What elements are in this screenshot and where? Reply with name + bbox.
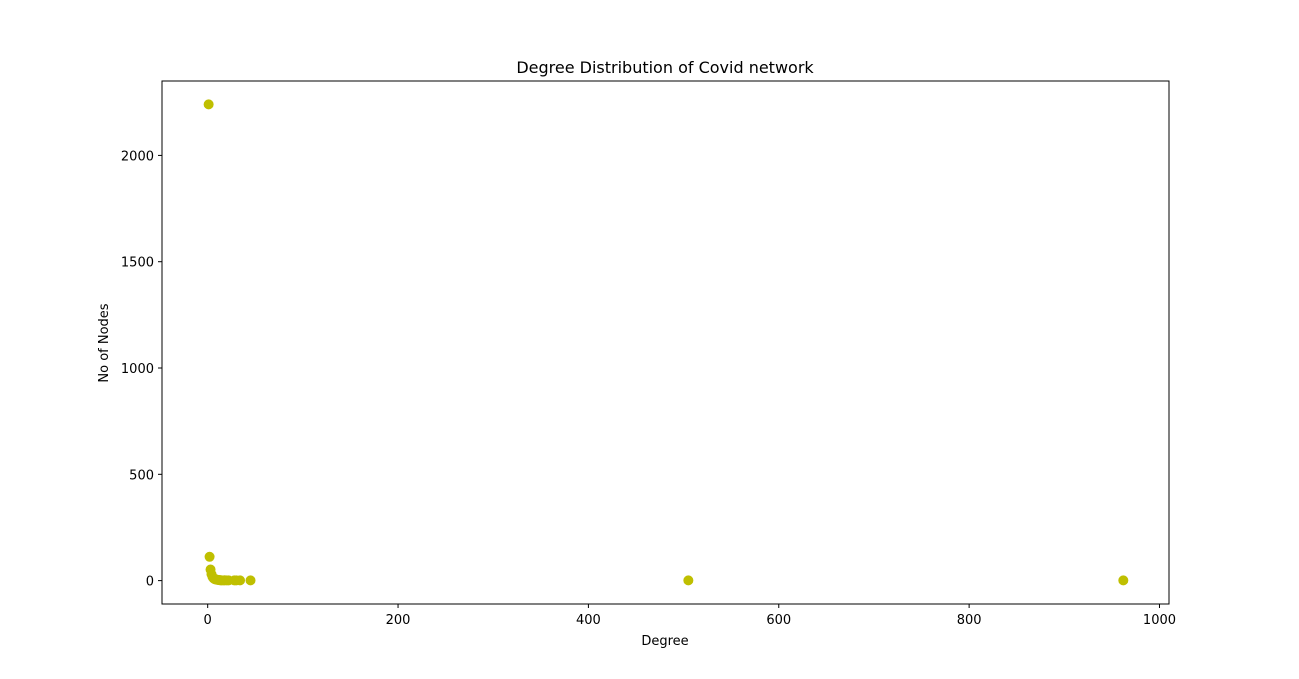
plot-frame	[161, 80, 1170, 605]
y-axis: 0 500 1000 1500 2000	[121, 149, 162, 590]
y-tick-label: 0	[146, 575, 154, 590]
x-tick-label: 600	[766, 613, 791, 628]
scatter-point	[204, 551, 215, 562]
x-tick-label: 1000	[1143, 613, 1176, 628]
x-tick-label: 200	[386, 613, 411, 628]
x-axis-title: Degree	[641, 634, 688, 649]
x-tick-label: 400	[576, 613, 601, 628]
scatter-point	[245, 575, 256, 586]
y-tick-label: 500	[129, 468, 154, 483]
scatter-point	[683, 575, 694, 586]
chart-title: Degree Distribution of Covid network	[516, 58, 814, 77]
scatter-point	[1118, 575, 1129, 586]
x-axis: 0 200 400 600 800 1000	[204, 604, 1176, 628]
scatter-point	[203, 99, 214, 110]
x-tick-label: 0	[204, 613, 212, 628]
y-axis-title: No of Nodes	[97, 303, 112, 382]
scatter-point	[235, 575, 246, 586]
y-tick-label: 1000	[121, 362, 154, 377]
y-tick-label: 2000	[121, 149, 154, 164]
x-tick-label: 800	[957, 613, 982, 628]
plot-area	[203, 99, 1129, 586]
y-tick-label: 1500	[121, 256, 154, 271]
